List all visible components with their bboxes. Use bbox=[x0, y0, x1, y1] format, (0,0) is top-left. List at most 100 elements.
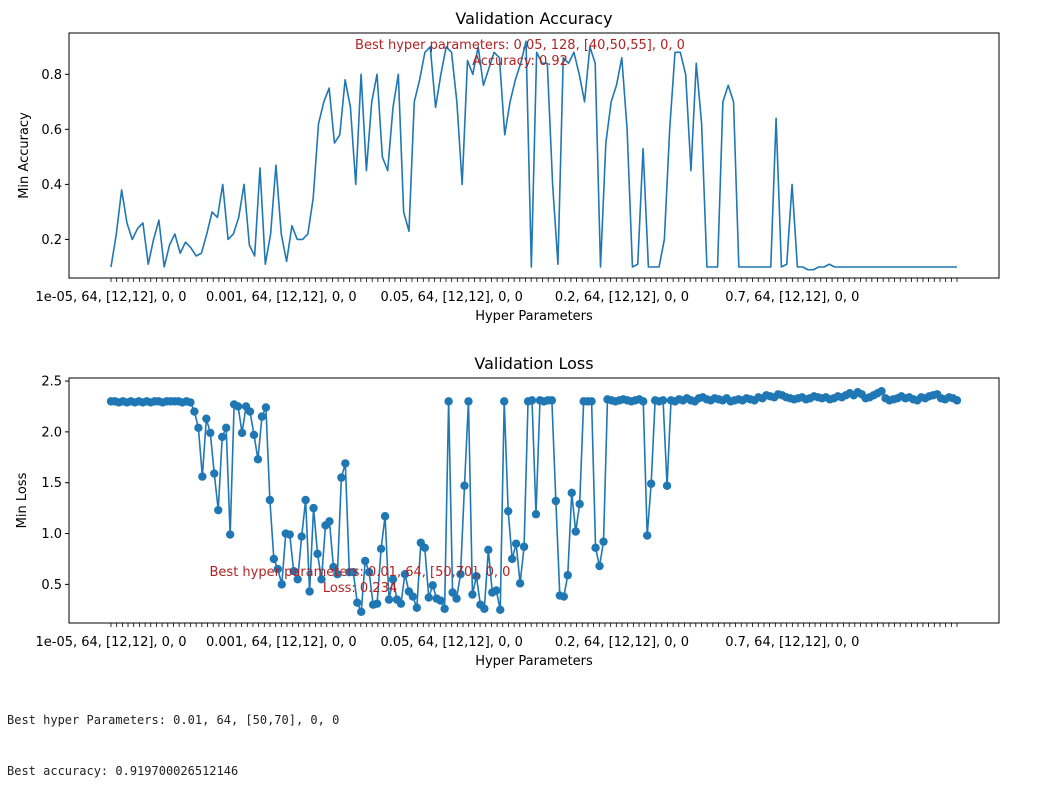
y-tick-label: 2.5 bbox=[41, 375, 62, 390]
data-point bbox=[547, 396, 557, 405]
chart-title: Validation Loss bbox=[474, 354, 593, 373]
data-point bbox=[233, 402, 243, 411]
data-point bbox=[269, 554, 279, 564]
data-point bbox=[496, 605, 505, 614]
plot-frame bbox=[68, 32, 1000, 279]
data-point bbox=[559, 592, 568, 601]
loss-chart bbox=[65, 377, 1000, 627]
data-point bbox=[595, 561, 604, 571]
y-tick-label: 0.8 bbox=[41, 68, 62, 83]
data-point bbox=[511, 539, 521, 548]
y-tick-label: 0.6 bbox=[41, 123, 62, 138]
data-point bbox=[206, 428, 215, 438]
data-point bbox=[464, 397, 473, 406]
y-tick-label: 0.2 bbox=[41, 233, 62, 248]
data-point bbox=[571, 527, 580, 536]
data-point bbox=[273, 564, 283, 574]
data-point bbox=[452, 594, 461, 603]
data-point bbox=[515, 579, 525, 588]
data-point bbox=[364, 567, 374, 577]
x-tick-label: 0.2, 64, [12,12], 0, 0 bbox=[555, 290, 689, 305]
data-point bbox=[309, 503, 318, 513]
data-point bbox=[952, 396, 962, 405]
data-point bbox=[408, 592, 418, 601]
data-point bbox=[591, 543, 600, 552]
x-tick-label: 0.001, 64, [12,12], 0, 0 bbox=[206, 635, 357, 650]
y-axis-label: Min Loss bbox=[15, 472, 30, 528]
data-point bbox=[472, 572, 481, 581]
data-point bbox=[221, 423, 231, 433]
data-point bbox=[658, 396, 668, 405]
plot-frame bbox=[68, 377, 1000, 624]
x-tick-label: 1e-05, 64, [12,12], 0, 0 bbox=[35, 290, 186, 305]
data-point bbox=[500, 397, 509, 406]
data-point bbox=[412, 603, 422, 612]
data-point bbox=[424, 593, 433, 602]
data-point bbox=[519, 542, 529, 551]
x-axis-label: Hyper Parameters bbox=[475, 654, 593, 669]
accuracy-chart bbox=[65, 32, 1000, 282]
data-point bbox=[567, 488, 576, 498]
data-point bbox=[277, 580, 286, 589]
data-point bbox=[214, 505, 223, 515]
data-point bbox=[492, 586, 501, 595]
data-point bbox=[639, 397, 648, 406]
data-point bbox=[420, 543, 429, 552]
data-point bbox=[646, 479, 656, 488]
data-point bbox=[563, 571, 572, 580]
data-point bbox=[372, 599, 382, 608]
data-point bbox=[388, 575, 398, 584]
x-tick-label: 0.05, 64, [12,12], 0, 0 bbox=[380, 635, 522, 650]
y-tick-label: 1.0 bbox=[41, 527, 62, 542]
x-tick-label: 1e-05, 64, [12,12], 0, 0 bbox=[35, 635, 186, 650]
charts-figure: Validation Accuracy 0.2 0.4 0.6 0.8 1e-05, 64… bbox=[15, 9, 1000, 669]
x-tick-label: 0.7, 64, [12,12], 0, 0 bbox=[725, 635, 859, 650]
data-point bbox=[456, 570, 465, 579]
data-point bbox=[329, 562, 338, 572]
annotation-text: Best hyper parameters: 0.01, 64, [50,70]… bbox=[210, 565, 511, 580]
annotation-text: Best hyper parameters: 0.05, 128, [40,50… bbox=[355, 38, 685, 53]
data-point bbox=[376, 544, 386, 553]
data-point bbox=[245, 407, 255, 416]
data-point bbox=[289, 566, 298, 576]
data-point bbox=[285, 530, 294, 539]
best-accuracy-line: Best accuracy: 0.919700026512146 bbox=[7, 764, 239, 778]
data-point bbox=[225, 530, 235, 539]
data-point bbox=[194, 423, 203, 433]
y-tick-label: 0.4 bbox=[41, 178, 62, 193]
data-point bbox=[297, 532, 306, 541]
data-point bbox=[380, 512, 390, 521]
console-output: Best hyper Parameters: 0.01, 64, [50,70]… bbox=[7, 678, 339, 797]
data-point bbox=[305, 587, 314, 596]
chart-title: Validation Accuracy bbox=[455, 9, 612, 28]
data-point bbox=[333, 570, 342, 579]
data-point bbox=[448, 588, 457, 597]
data-point bbox=[662, 481, 672, 490]
data-point bbox=[301, 495, 310, 505]
data-point bbox=[237, 428, 247, 438]
data-point bbox=[444, 397, 453, 406]
best-params-line: Best hyper Parameters: 0.01, 64, [50,70]… bbox=[7, 713, 340, 727]
data-point bbox=[249, 430, 259, 440]
data-point bbox=[531, 510, 541, 519]
annotation-text: Accuracy: 0.92 bbox=[472, 54, 568, 69]
data-point bbox=[460, 481, 469, 490]
y-tick-label: 0.5 bbox=[41, 578, 62, 593]
data-point bbox=[293, 575, 302, 584]
data-point bbox=[384, 595, 394, 604]
x-axis-label: Hyper Parameters bbox=[475, 309, 593, 324]
data-point bbox=[261, 403, 271, 412]
data-point bbox=[575, 499, 584, 509]
data-point bbox=[218, 432, 227, 442]
data-point bbox=[357, 607, 366, 617]
data-point bbox=[480, 604, 489, 613]
data-point bbox=[325, 517, 334, 526]
y-tick-label: 1.5 bbox=[41, 476, 62, 491]
data-point bbox=[265, 495, 275, 505]
x-tick-label: 0.2, 64, [12,12], 0, 0 bbox=[555, 635, 689, 650]
data-point bbox=[341, 459, 350, 468]
data-point bbox=[253, 455, 263, 464]
data-point bbox=[337, 473, 346, 482]
data-point bbox=[186, 398, 195, 407]
data-point bbox=[599, 537, 608, 546]
